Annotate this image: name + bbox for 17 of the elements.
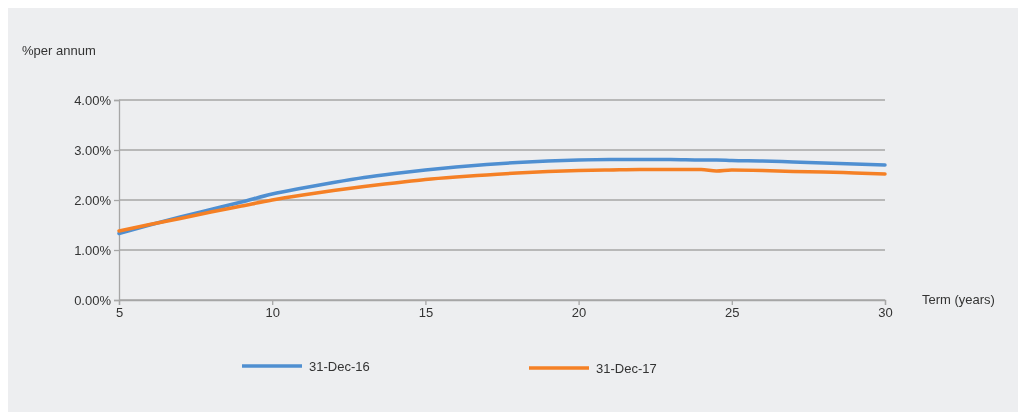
x-axis-title: Term (years) bbox=[922, 292, 995, 307]
x-tick-label: 10 bbox=[265, 305, 280, 321]
line-series bbox=[117, 167, 887, 233]
y-tick-label: 0.00% bbox=[74, 292, 112, 308]
y-tick-label: 4.00% bbox=[74, 92, 112, 108]
x-tick-label: 5 bbox=[115, 305, 124, 321]
y-axis-title: %per annum bbox=[22, 43, 96, 58]
y-tick-label: 2.00% bbox=[74, 192, 112, 208]
y-tick-label: 1.00% bbox=[74, 242, 112, 258]
legend-label: 31-Dec-16 bbox=[309, 358, 370, 374]
line-series bbox=[117, 157, 887, 236]
x-tick-label: 25 bbox=[725, 305, 740, 321]
y-tick-label: 3.00% bbox=[74, 142, 112, 158]
x-tick-label: 30 bbox=[878, 305, 893, 321]
legend-label: 31-Dec-17 bbox=[596, 360, 657, 376]
x-tick-label: 15 bbox=[418, 305, 434, 321]
x-tick-label: 20 bbox=[571, 305, 587, 321]
